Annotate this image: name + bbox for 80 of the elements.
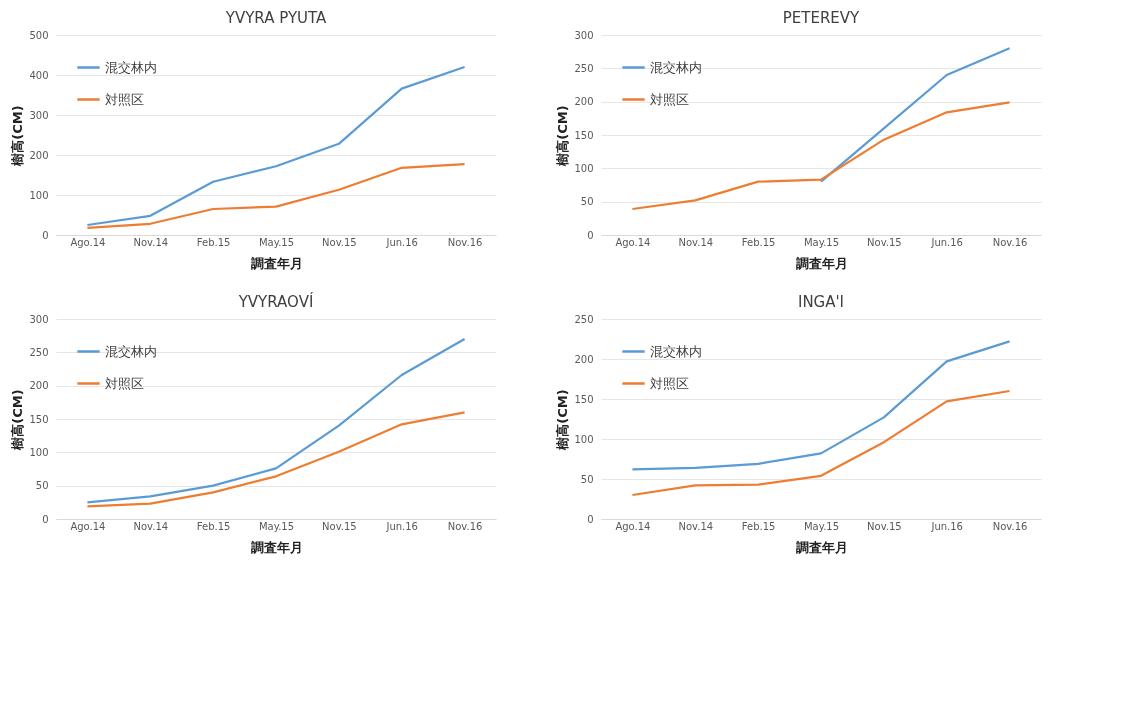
- x-tick-label: Nov.14: [133, 520, 169, 532]
- x-tick-label: Nov.14: [133, 236, 169, 248]
- x-tick-label: Feb.15: [196, 236, 231, 248]
- y-tick-label: 200: [29, 380, 49, 392]
- y-tick-label: 50: [580, 196, 594, 208]
- x-tick-label: Ago.14: [70, 236, 106, 248]
- y-tick-label: 50: [580, 473, 594, 485]
- y-tick-label: 250: [574, 62, 594, 74]
- line-series: [631, 389, 1011, 497]
- y-tick-label: 200: [29, 149, 49, 161]
- x-tick-label: Nov.16: [992, 236, 1028, 248]
- x-tick-label: May.15: [258, 520, 295, 532]
- chart-title: INGA'I: [797, 293, 845, 311]
- x-tick-label: Nov.15: [867, 520, 902, 532]
- x-tick-label: Nov.14: [678, 520, 714, 532]
- x-tick-label: Feb.15: [741, 236, 776, 248]
- y-axis-title: 樹高(CM): [555, 389, 571, 451]
- x-tick-label: Nov.16: [447, 520, 483, 532]
- legend-label: 対照区: [105, 375, 144, 391]
- x-tick-label: Jun.16: [930, 236, 963, 248]
- x-tick-label: Jun.16: [385, 236, 418, 248]
- y-tick-label: 300: [29, 109, 49, 121]
- y-tick-label: 0: [587, 229, 594, 241]
- x-axis-title: 調査年月: [795, 255, 848, 271]
- legend-label: 対照区: [650, 91, 689, 107]
- legend-label: 混交林内: [105, 343, 157, 359]
- y-tick-label: 100: [29, 446, 49, 458]
- y-tick-label: 300: [574, 29, 594, 41]
- legend-label: 混交林内: [650, 59, 702, 75]
- x-tick-label: Jun.16: [930, 520, 963, 532]
- x-tick-label: Nov.16: [447, 236, 483, 248]
- y-tick-label: 150: [29, 413, 49, 425]
- x-tick-label: Ago.14: [615, 520, 651, 532]
- y-tick-label: 250: [29, 346, 49, 358]
- x-tick-label: Feb.15: [741, 520, 776, 532]
- legend-label: 混交林内: [650, 343, 702, 359]
- line-series: [86, 163, 466, 229]
- x-tick-label: Ago.14: [615, 236, 651, 248]
- x-tick-label: May.15: [803, 236, 840, 248]
- y-axis-title: 樹高(CM): [555, 105, 571, 167]
- x-tick-label: Nov.16: [992, 520, 1028, 532]
- y-tick-label: 0: [587, 513, 594, 525]
- x-axis-title: 調査年月: [250, 255, 303, 271]
- y-tick-label: 150: [574, 129, 594, 141]
- line-series: [631, 340, 1011, 471]
- y-tick-label: 100: [29, 189, 49, 201]
- legend-label: 対照区: [650, 375, 689, 391]
- y-tick-label: 250: [574, 313, 594, 325]
- x-tick-label: Ago.14: [70, 520, 106, 532]
- y-tick-label: 300: [29, 313, 49, 325]
- y-tick-label: 50: [35, 480, 49, 492]
- y-tick-label: 150: [574, 393, 594, 405]
- x-tick-label: Nov.15: [867, 236, 902, 248]
- line-series: [86, 411, 466, 508]
- legend-label: 対照区: [105, 91, 144, 107]
- chart-title: YVYRA PYUTA: [224, 9, 328, 27]
- line-series: [819, 47, 1011, 183]
- x-tick-label: Nov.14: [678, 236, 714, 248]
- y-tick-label: 100: [574, 162, 594, 174]
- x-tick-label: Nov.15: [322, 236, 357, 248]
- line-series: [86, 337, 466, 504]
- x-tick-label: Jun.16: [385, 520, 418, 532]
- y-tick-label: 200: [574, 96, 594, 108]
- x-tick-label: Feb.15: [196, 520, 231, 532]
- legend-label: 混交林内: [105, 59, 157, 75]
- x-axis-title: 調査年月: [250, 539, 303, 555]
- chart-title: YVYRAOVÍ: [237, 292, 314, 311]
- y-tick-label: 100: [574, 433, 594, 445]
- y-tick-label: 0: [42, 513, 49, 525]
- y-axis-title: 樹高(CM): [10, 389, 26, 451]
- y-axis-title: 樹高(CM): [10, 105, 26, 167]
- y-tick-label: 200: [574, 353, 594, 365]
- y-tick-label: 500: [29, 29, 49, 41]
- x-axis-title: 調査年月: [795, 539, 848, 555]
- y-tick-label: 0: [42, 229, 49, 241]
- chart-title: PETEREVY: [782, 9, 861, 27]
- x-tick-label: May.15: [803, 520, 840, 532]
- y-tick-label: 400: [29, 69, 49, 81]
- x-tick-label: Nov.15: [322, 520, 357, 532]
- x-tick-label: May.15: [258, 236, 295, 248]
